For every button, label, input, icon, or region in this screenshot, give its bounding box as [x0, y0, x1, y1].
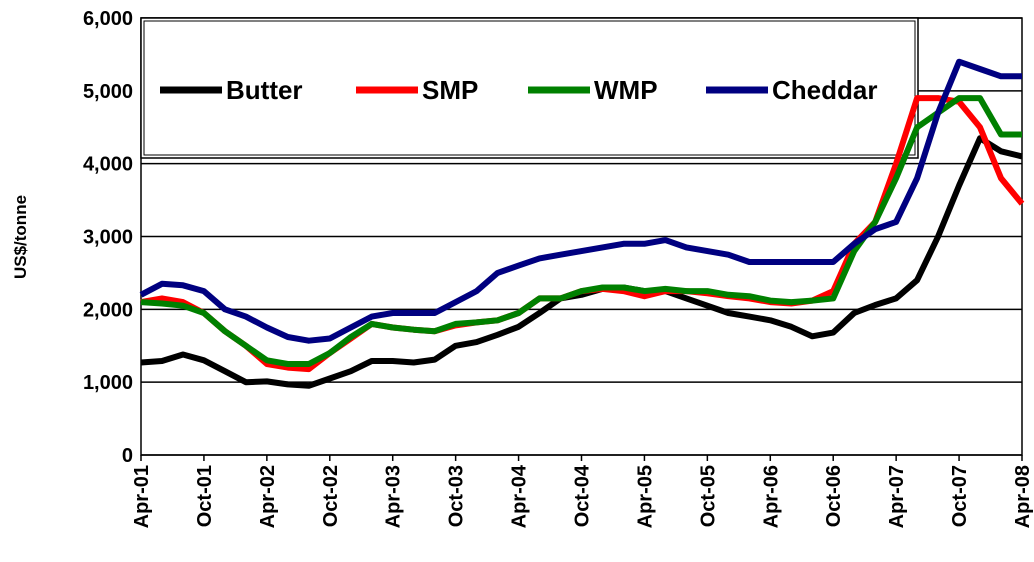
y-tick-label: 3,000: [83, 227, 133, 249]
legend-label: WMP: [594, 75, 658, 105]
series-line: [140, 135, 1023, 389]
y-tick-label: 1,000: [83, 372, 133, 394]
x-tick-label: Apr-04: [509, 464, 531, 528]
x-tick-label: Apr-02: [257, 465, 279, 528]
x-tick-label: Oct-01: [194, 465, 216, 527]
legend-label: Butter: [226, 75, 303, 105]
x-tick-label: Apr-07: [886, 465, 908, 528]
series-line: [140, 95, 1022, 367]
legend-box-inner: [143, 20, 916, 156]
y-tick-label: 2,000: [83, 299, 133, 321]
x-tick-label: Oct-02: [320, 465, 342, 527]
x-tick-label: Oct-05: [697, 465, 719, 527]
y-tick-label: 4,000: [83, 154, 133, 176]
x-tick-label: Oct-04: [572, 464, 594, 527]
x-tick-label: Apr-01: [131, 465, 153, 528]
x-tick-label: Oct-03: [446, 465, 468, 527]
y-axis-label: US$/tonne: [11, 195, 30, 279]
legend-label: Cheddar: [772, 75, 877, 105]
series-line: [139, 58, 1022, 344]
x-tick-label: Apr-03: [383, 465, 405, 528]
y-tick-label: 6,000: [83, 8, 133, 30]
x-tick-label: Apr-08: [1012, 465, 1034, 528]
x-tick-label: Oct-07: [949, 465, 971, 527]
x-tick-label: Apr-06: [760, 465, 782, 528]
y-tick-label: 0: [122, 445, 133, 467]
legend-label: SMP: [422, 75, 478, 105]
x-tick-label: Oct-06: [823, 465, 845, 527]
y-tick-label: 5,000: [83, 81, 133, 103]
x-tick-label: Apr-05: [634, 465, 656, 528]
